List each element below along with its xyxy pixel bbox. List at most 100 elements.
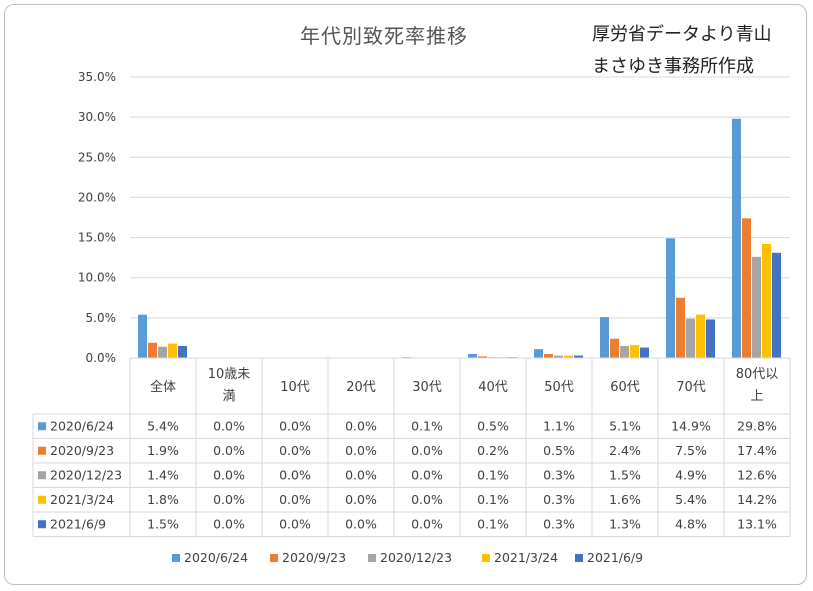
y-tick-label: 0.0% (86, 351, 117, 365)
legend-label: 2021/6/9 (587, 550, 643, 565)
table-value: 1.6% (609, 492, 641, 507)
table-value: 0.0% (213, 467, 245, 482)
table-value: 14.9% (671, 418, 711, 433)
table-value: 0.0% (411, 443, 443, 458)
table-value: 0.1% (477, 516, 509, 531)
table-value: 0.0% (279, 418, 311, 433)
table-value: 0.1% (477, 492, 509, 507)
table-value: 1.4% (147, 467, 179, 482)
legend-label: 2020/9/23 (282, 550, 346, 565)
table-value: 0.0% (345, 492, 377, 507)
bar (468, 353, 477, 358)
y-tick-label: 30.0% (78, 110, 116, 124)
bar (544, 353, 553, 358)
table-value: 0.3% (543, 516, 575, 531)
table-value: 1.9% (147, 443, 179, 458)
bar (178, 345, 187, 358)
bar (168, 343, 177, 358)
credit-line-1: 厚労省データより青山 (592, 24, 772, 45)
table-value: 13.1% (737, 516, 777, 531)
table-legend-key (38, 471, 46, 480)
bar (666, 238, 675, 358)
y-tick-label: 35.0% (78, 70, 116, 84)
legend-label: 2020/12/23 (380, 550, 452, 565)
table-value: 0.0% (411, 467, 443, 482)
table-legend-key (38, 422, 46, 431)
table-value: 2.4% (609, 443, 641, 458)
table-value: 0.5% (477, 418, 509, 433)
table-value: 5.1% (609, 418, 641, 433)
table-value: 0.0% (279, 492, 311, 507)
x-category-label: 60代 (610, 380, 640, 395)
table-series-name: 2020/12/23 (50, 467, 122, 482)
bar (158, 346, 167, 358)
table-series-name: 2020/6/24 (50, 418, 114, 433)
x-category-label: 20代 (346, 380, 376, 395)
x-category-label: 80代以 (736, 367, 779, 382)
table-value: 29.8% (737, 418, 777, 433)
chart-title: 年代別致死率推移 (300, 24, 468, 48)
x-category-label: 全体 (150, 379, 176, 395)
table-value: 5.4% (675, 492, 707, 507)
table-value: 1.8% (147, 492, 179, 507)
table-value: 0.0% (279, 516, 311, 531)
y-tick-label: 25.0% (78, 150, 116, 164)
table-value: 1.5% (147, 516, 179, 531)
table-value: 0.1% (411, 418, 443, 433)
table-value: 5.4% (147, 418, 179, 433)
x-category-label: 50代 (544, 380, 574, 395)
table-value: 0.0% (345, 418, 377, 433)
bar (564, 355, 573, 358)
table-value: 0.0% (279, 443, 311, 458)
bar (696, 314, 705, 358)
table-value: 0.0% (213, 516, 245, 531)
table-series-name: 2021/6/9 (50, 516, 106, 531)
bar (620, 345, 629, 358)
legend-key (270, 554, 278, 562)
bar (600, 317, 609, 358)
y-tick-label: 15.0% (78, 231, 116, 245)
table-value: 0.3% (543, 467, 575, 482)
table-value: 0.5% (543, 443, 575, 458)
table-value: 0.0% (345, 467, 377, 482)
table-value: 0.0% (213, 418, 245, 433)
table-value: 14.2% (737, 492, 777, 507)
table-value: 0.0% (411, 492, 443, 507)
table-value: 0.0% (345, 516, 377, 531)
y-tick-label: 10.0% (78, 271, 116, 285)
bar (640, 347, 649, 358)
credit-line-2: まさゆき事務所作成 (592, 56, 754, 77)
table-value: 1.1% (543, 418, 575, 433)
bar (732, 118, 741, 359)
table-legend-key (38, 520, 46, 529)
bar (686, 318, 695, 358)
table-series-name: 2020/9/23 (50, 443, 114, 458)
bar (148, 342, 157, 358)
table-value: 0.2% (477, 443, 509, 458)
x-category-label: 70代 (676, 380, 706, 395)
bar (676, 297, 685, 358)
bar (138, 314, 147, 358)
x-category-label: 30代 (412, 380, 442, 395)
bar (478, 356, 487, 358)
x-category-label: 上 (750, 389, 763, 404)
bar (534, 349, 543, 358)
y-tick-label: 5.0% (86, 311, 117, 325)
table-value: 4.8% (675, 516, 707, 531)
bar (772, 252, 781, 358)
table-value: 7.5% (675, 443, 707, 458)
table-value: 0.0% (213, 492, 245, 507)
legend-key (482, 554, 490, 562)
x-category-label: 満 (222, 389, 235, 404)
legend-key (172, 554, 180, 562)
x-category-label: 10代 (280, 380, 310, 395)
bar (752, 256, 761, 358)
y-tick-label: 20.0% (78, 190, 116, 204)
bar (630, 345, 639, 358)
bar (610, 338, 619, 358)
bar (574, 355, 583, 358)
table-legend-key (38, 495, 46, 504)
table-value: 0.3% (543, 492, 575, 507)
table-value: 0.0% (411, 516, 443, 531)
